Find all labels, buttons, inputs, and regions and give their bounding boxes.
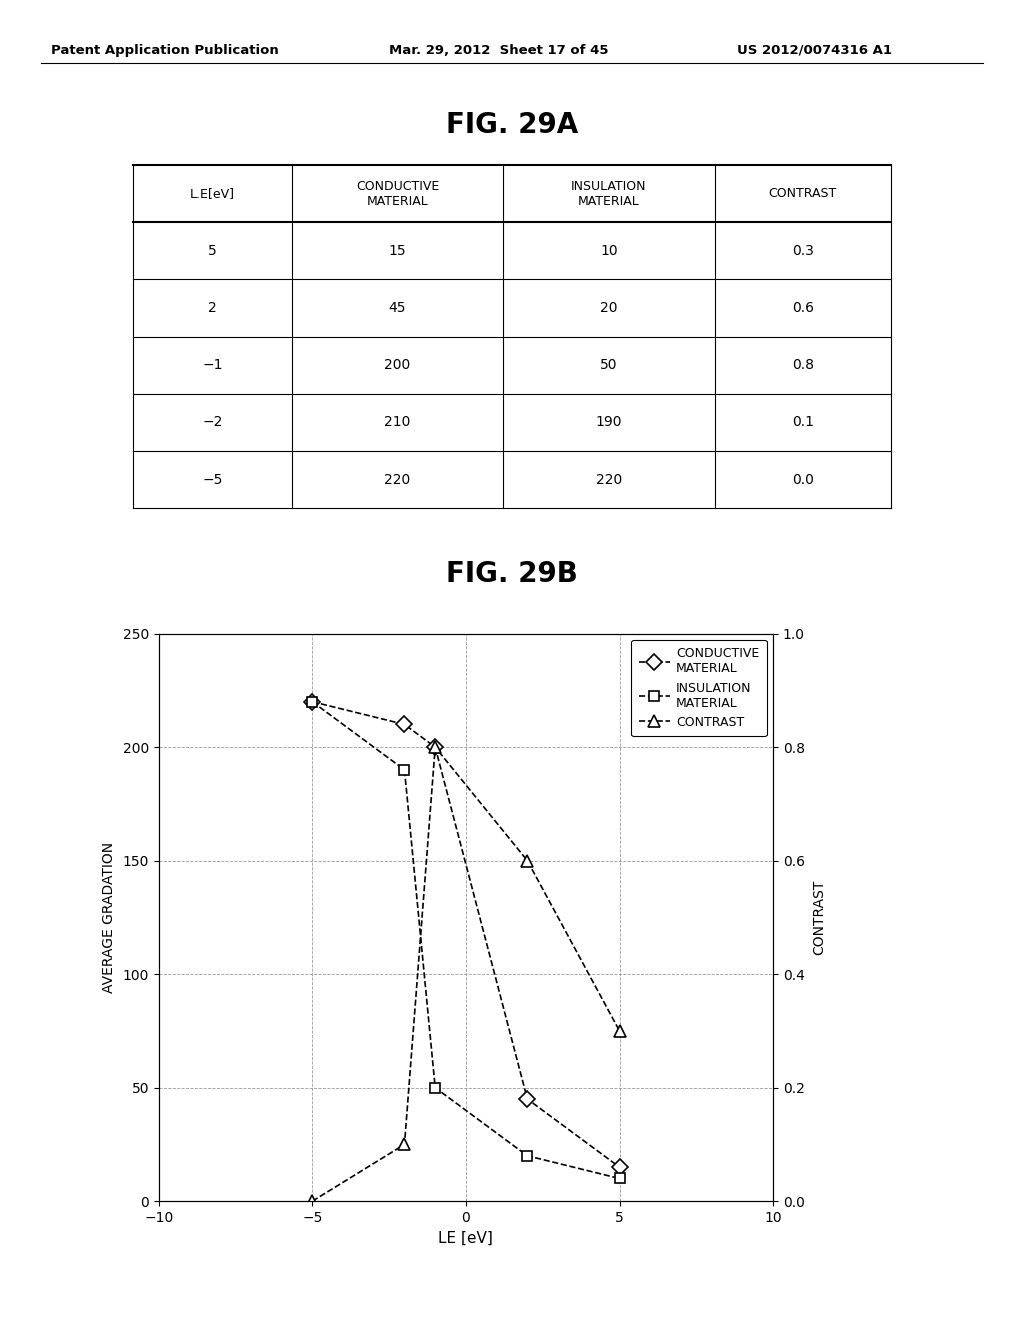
Text: 220: 220 <box>384 473 411 487</box>
Text: L.E[eV]: L.E[eV] <box>189 187 234 201</box>
Y-axis label: CONTRAST: CONTRAST <box>812 879 825 956</box>
X-axis label: LE [eV]: LE [eV] <box>438 1230 494 1246</box>
Text: 0.6: 0.6 <box>792 301 814 315</box>
Text: 2: 2 <box>208 301 217 315</box>
Text: INSULATION
MATERIAL: INSULATION MATERIAL <box>571 180 647 207</box>
Text: CONTRAST: CONTRAST <box>769 187 837 201</box>
Y-axis label: AVERAGE GRADATION: AVERAGE GRADATION <box>101 842 116 993</box>
Text: FIG. 29B: FIG. 29B <box>446 560 578 589</box>
Text: 5: 5 <box>208 244 217 257</box>
Text: 50: 50 <box>600 358 617 372</box>
Text: 210: 210 <box>384 416 411 429</box>
Text: 0.0: 0.0 <box>792 473 814 487</box>
Text: CONDUCTIVE
MATERIAL: CONDUCTIVE MATERIAL <box>355 180 439 207</box>
Text: −5: −5 <box>202 473 222 487</box>
Text: 0.1: 0.1 <box>792 416 814 429</box>
Text: −2: −2 <box>202 416 222 429</box>
Text: FIG. 29A: FIG. 29A <box>445 111 579 140</box>
Text: −1: −1 <box>202 358 222 372</box>
Text: 20: 20 <box>600 301 617 315</box>
Text: US 2012/0074316 A1: US 2012/0074316 A1 <box>737 44 892 57</box>
Text: 45: 45 <box>389 301 407 315</box>
Text: 220: 220 <box>596 473 622 487</box>
Text: 10: 10 <box>600 244 617 257</box>
Text: 0.8: 0.8 <box>792 358 814 372</box>
Legend: CONDUCTIVE
MATERIAL, INSULATION
MATERIAL, CONTRAST: CONDUCTIVE MATERIAL, INSULATION MATERIAL… <box>631 640 767 737</box>
Text: 190: 190 <box>596 416 623 429</box>
Text: 200: 200 <box>384 358 411 372</box>
Text: 0.3: 0.3 <box>792 244 814 257</box>
Text: 15: 15 <box>389 244 407 257</box>
Text: Patent Application Publication: Patent Application Publication <box>51 44 279 57</box>
Text: Mar. 29, 2012  Sheet 17 of 45: Mar. 29, 2012 Sheet 17 of 45 <box>389 44 608 57</box>
